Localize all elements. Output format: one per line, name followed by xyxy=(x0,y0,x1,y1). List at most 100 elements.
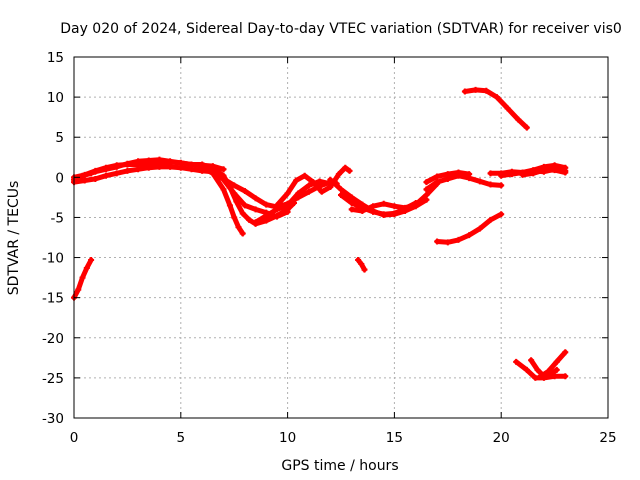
data-point xyxy=(348,200,355,207)
data-point xyxy=(145,160,152,167)
y-tick-label: -25 xyxy=(42,371,64,387)
series-arc-24 xyxy=(536,349,569,381)
series-arc-14 xyxy=(355,256,368,273)
data-point xyxy=(361,266,368,273)
data-point xyxy=(391,210,398,217)
data-point xyxy=(466,171,473,178)
data-point xyxy=(434,238,441,245)
data-point xyxy=(508,171,515,178)
data-point xyxy=(476,178,483,185)
data-point xyxy=(220,176,227,183)
data-point xyxy=(103,172,110,179)
data-point xyxy=(434,179,441,186)
data-point xyxy=(498,182,505,189)
data-point xyxy=(472,86,479,93)
data-point xyxy=(370,208,377,215)
data-series xyxy=(71,86,569,381)
data-point xyxy=(305,188,312,195)
chart-title: Day 020 of 2024, Sidereal Day-to-day VTE… xyxy=(60,21,622,37)
data-point xyxy=(83,264,90,271)
data-point xyxy=(504,105,511,112)
y-tick-label: 10 xyxy=(47,90,64,106)
data-point xyxy=(177,159,184,166)
y-tick-label: -5 xyxy=(51,210,64,226)
data-point xyxy=(167,159,174,166)
data-point xyxy=(380,211,387,218)
data-point xyxy=(423,191,430,198)
x-tick-label: 0 xyxy=(70,430,79,446)
series-arc-15 xyxy=(423,172,505,193)
y-tick-label: -15 xyxy=(42,291,64,307)
data-point xyxy=(79,274,86,281)
data-point xyxy=(252,219,259,226)
data-point xyxy=(103,164,110,171)
series-arc-17 xyxy=(434,211,505,246)
data-point xyxy=(355,256,362,263)
data-point xyxy=(335,171,342,178)
data-point xyxy=(380,200,387,207)
data-point xyxy=(342,164,349,171)
data-point xyxy=(530,170,537,177)
data-point xyxy=(263,212,270,219)
data-point xyxy=(562,349,569,356)
data-point xyxy=(241,202,248,209)
data-point xyxy=(156,159,163,166)
data-point xyxy=(515,116,522,123)
y-tick-label: -10 xyxy=(42,251,64,267)
x-tick-label: 20 xyxy=(493,430,510,446)
x-axis-title: GPS time / hours xyxy=(281,458,398,474)
grid-lines xyxy=(74,57,608,418)
series-arc-3 xyxy=(71,163,216,186)
data-point xyxy=(562,373,569,380)
data-point xyxy=(536,374,543,381)
series-arc-21 xyxy=(519,167,569,178)
data-point xyxy=(487,170,494,177)
data-point xyxy=(461,88,468,95)
data-point xyxy=(523,124,530,131)
data-point xyxy=(423,186,430,193)
data-point xyxy=(231,214,238,221)
data-point xyxy=(523,366,530,373)
data-point xyxy=(327,176,334,183)
data-point xyxy=(466,232,473,239)
y-tick-label: 5 xyxy=(55,130,64,146)
y-axis-title: SDTVAR / TECUs xyxy=(6,181,22,296)
y-tick-label: 0 xyxy=(55,170,64,186)
data-point xyxy=(412,201,419,208)
data-point xyxy=(81,171,88,178)
data-point xyxy=(113,162,120,169)
data-point xyxy=(231,190,238,197)
data-point xyxy=(434,173,441,180)
data-point xyxy=(273,213,280,220)
data-point xyxy=(476,225,483,232)
data-point xyxy=(540,167,547,174)
data-point xyxy=(487,216,494,223)
data-point xyxy=(231,182,238,189)
data-point xyxy=(483,87,490,94)
data-point xyxy=(444,239,451,246)
data-point xyxy=(188,161,195,168)
data-point xyxy=(534,366,541,373)
data-point xyxy=(293,177,300,184)
data-point xyxy=(252,206,259,213)
x-tick-label: 10 xyxy=(279,430,296,446)
data-point xyxy=(124,161,131,168)
data-point xyxy=(553,366,560,373)
data-point xyxy=(220,186,227,193)
data-point xyxy=(455,169,462,176)
data-point xyxy=(113,170,120,177)
data-point xyxy=(273,202,280,209)
data-point xyxy=(493,94,500,101)
data-point xyxy=(226,202,233,209)
y-tick-label: 15 xyxy=(47,50,64,66)
data-point xyxy=(318,188,325,195)
data-point xyxy=(124,167,131,174)
data-point xyxy=(487,181,494,188)
data-point xyxy=(553,358,560,365)
x-tick-label: 15 xyxy=(386,430,403,446)
data-point xyxy=(528,357,535,364)
data-point xyxy=(246,216,253,223)
data-point xyxy=(348,206,355,213)
data-point xyxy=(301,172,308,179)
